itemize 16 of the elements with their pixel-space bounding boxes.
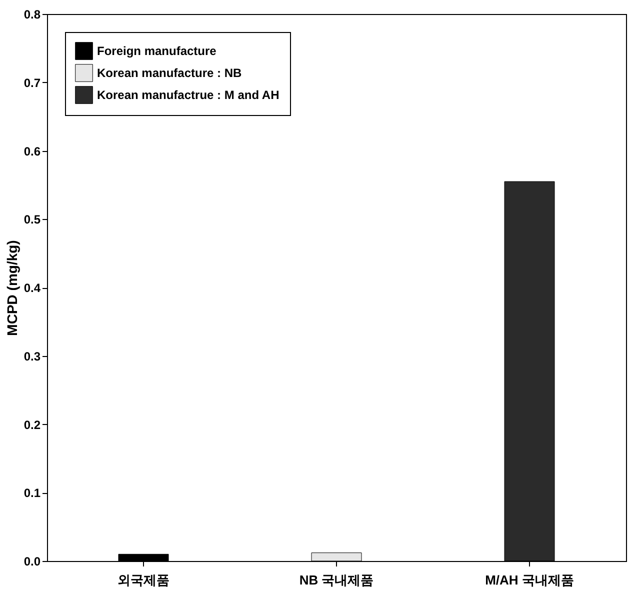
y-tick-label: 0.8 (24, 8, 41, 22)
y-tick-label: 0.7 (24, 76, 41, 90)
y-tick-label: 0.0 (24, 554, 41, 568)
legend-label: Foreign manufacture (97, 44, 217, 58)
x-tick-label: 외국제품 (118, 572, 170, 588)
x-tick-label: NB 국내제품 (299, 572, 374, 588)
y-tick-label: 0.4 (24, 281, 41, 295)
y-axis-title: MCPD (mg/kg) (4, 240, 20, 336)
y-tick-label: 0.1 (24, 486, 41, 500)
y-tick-label: 0.6 (24, 144, 41, 158)
legend-label: Korean manufacture : NB (97, 66, 242, 80)
y-tick-label: 0.5 (24, 212, 41, 227)
x-tick-label: M/AH 국내제품 (485, 572, 574, 588)
y-tick-label: 0.2 (24, 418, 41, 432)
y-tick-label: 0.3 (24, 349, 41, 364)
legend-label: Korean manufactrue : M and AH (97, 88, 280, 102)
